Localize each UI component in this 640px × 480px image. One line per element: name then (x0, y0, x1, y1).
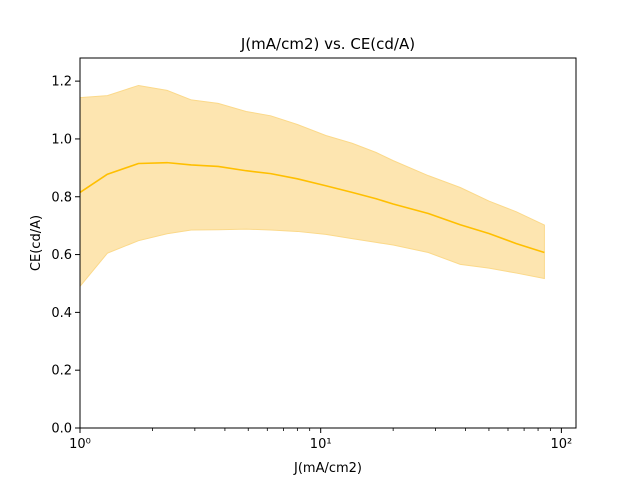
plot-area (79, 84, 545, 288)
x-tick-label: 10² (551, 437, 573, 452)
chart-title: J(mA/cm2) vs. CE(cd/A) (240, 35, 415, 53)
x-axis-title: J(mA/cm2) (293, 461, 362, 476)
confidence-band (79, 84, 545, 288)
y-tick-label: 0.8 (51, 190, 72, 205)
x-tick-label: 10¹ (310, 437, 332, 452)
axes-frame (79, 57, 577, 429)
y-axis-title: CE(cd/A) (29, 215, 44, 271)
y-tick-label: 1.0 (51, 132, 72, 147)
y-tick-label: 0.4 (51, 306, 72, 321)
series-line (79, 161, 545, 254)
y-tick-label: 0.6 (51, 248, 72, 263)
y-tick-label: 0.0 (51, 422, 72, 437)
y-tick-label: 1.2 (51, 75, 72, 90)
x-tick-label: 10⁰ (69, 437, 91, 452)
y-tick-label: 0.2 (51, 364, 72, 379)
tick-marks: 10⁰ 10¹ 10² 0.0 0.2 0.4 0.6 0.8 1.0 1.2 (51, 75, 572, 452)
